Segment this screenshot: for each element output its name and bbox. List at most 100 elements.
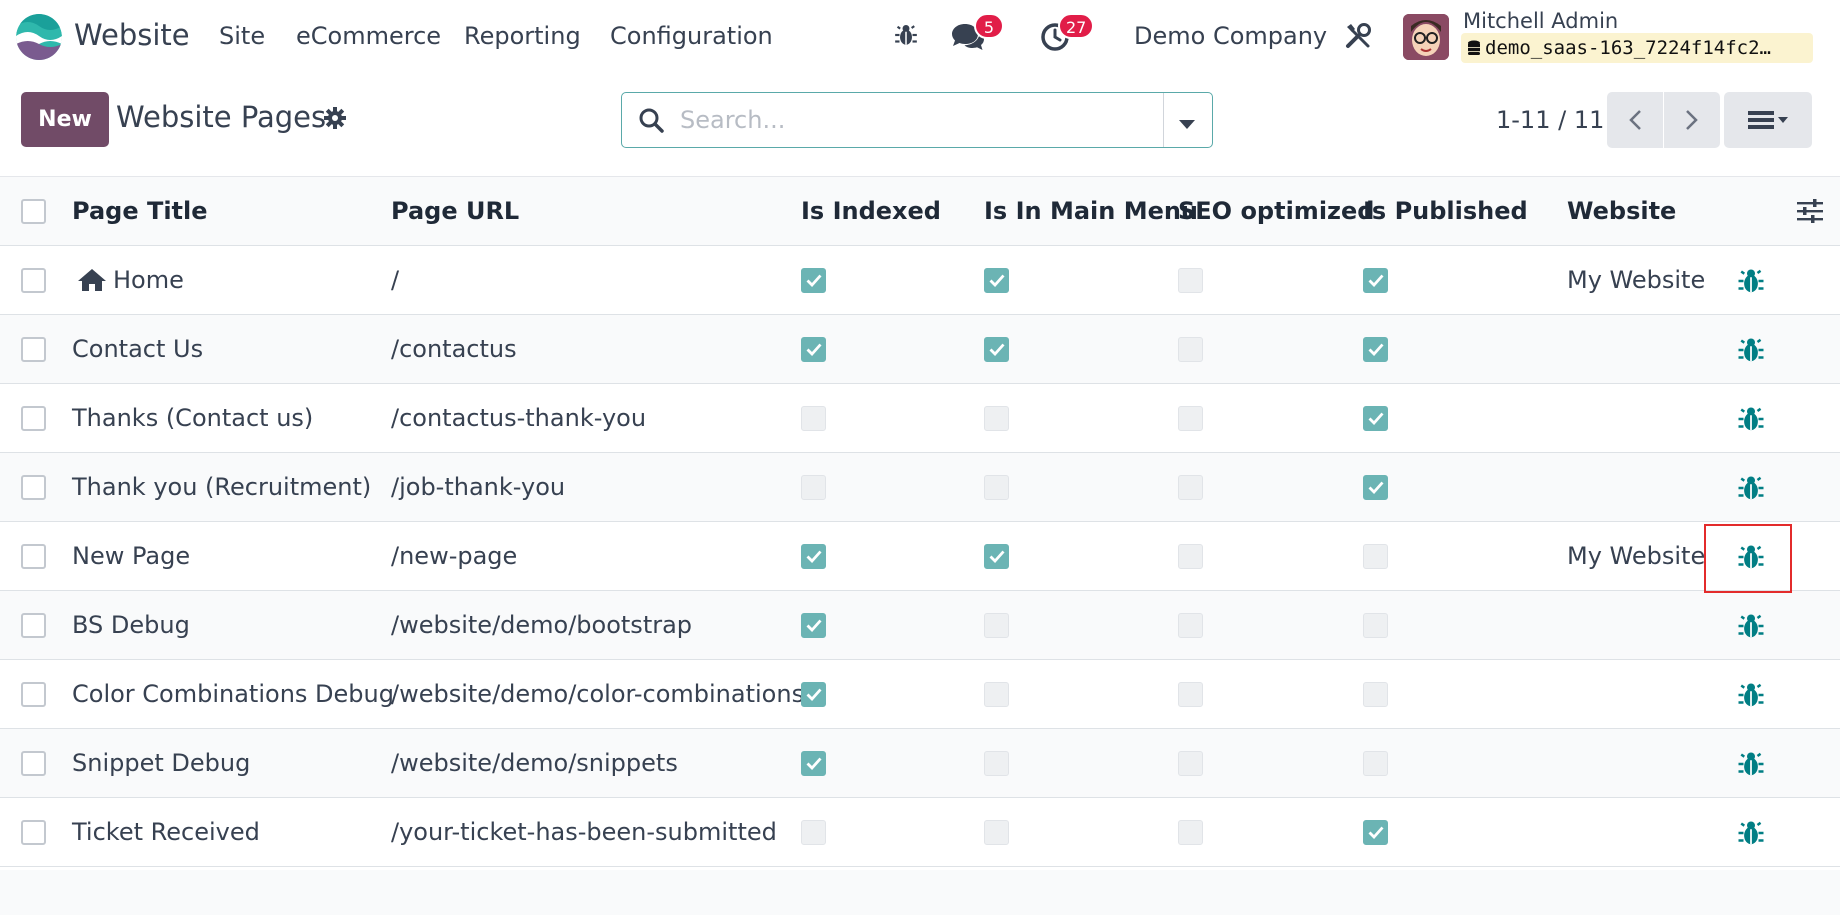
website-cell[interactable]: My Website <box>1567 266 1706 294</box>
row-checkbox[interactable] <box>21 612 46 638</box>
search-bar <box>621 92 1213 148</box>
row-checkbox[interactable] <box>21 267 46 293</box>
page-title-cell[interactable]: Thanks (Contact us) <box>72 404 314 432</box>
page-title-cell[interactable]: Ticket Received <box>72 818 260 846</box>
main-menu-cell <box>984 246 1009 314</box>
user-avatar[interactable] <box>1403 14 1449 60</box>
page-title-cell[interactable]: Contact Us <box>72 335 204 363</box>
page-url-cell[interactable]: /website/demo/snippets <box>391 749 678 777</box>
row-checkbox[interactable] <box>21 819 46 845</box>
table-row[interactable]: Thanks (Contact us) /contactus-thank-you <box>0 384 1840 453</box>
page-url-cell[interactable]: /website/demo/color-combinations <box>391 680 805 708</box>
col-seo-optimized[interactable]: SEO optimized <box>1178 197 1375 225</box>
table-row[interactable]: Color Combinations Debug/website/demo/co… <box>0 660 1840 729</box>
page-url-cell[interactable]: /contactus <box>391 335 517 363</box>
page-title-cell[interactable]: Snippet Debug <box>72 749 251 777</box>
row-checkbox[interactable] <box>21 681 46 707</box>
debug-bug-icon[interactable] <box>1736 611 1766 641</box>
seo-optimized-checkbox <box>1178 612 1203 638</box>
debug-bug-icon[interactable] <box>1736 749 1766 779</box>
published-cell <box>1363 798 1388 866</box>
debug-bug-icon[interactable] <box>1736 404 1766 434</box>
debug-bug-icon[interactable] <box>1736 266 1766 296</box>
database-label: demo_saas-163_7224f14fc2… <box>1485 37 1771 59</box>
pager-value[interactable]: 1-11 / 11 <box>1496 106 1605 134</box>
user-name[interactable]: Mitchell Admin <box>1463 9 1619 33</box>
table-row[interactable]: Snippet Debug/website/demo/snippets <box>0 729 1840 798</box>
is-indexed-cell <box>801 384 826 452</box>
published-checkbox <box>1363 474 1388 500</box>
row-checkbox[interactable] <box>21 336 46 362</box>
seo-optimized-cell <box>1178 798 1203 866</box>
tools-wrench-icon[interactable] <box>1344 22 1372 54</box>
debug-bug-icon[interactable] <box>1736 542 1766 572</box>
row-checkbox[interactable] <box>21 405 46 431</box>
optional-columns-sliders-icon[interactable] <box>1796 177 1824 245</box>
table-row[interactable]: BS Debug/website/demo/bootstrap <box>0 591 1840 660</box>
page-title-cell[interactable]: Color Combinations Debug <box>72 680 394 708</box>
debug-bug-icon[interactable] <box>1736 680 1766 710</box>
main-menu-checkbox <box>984 681 1009 707</box>
seo-optimized-checkbox <box>1178 819 1203 845</box>
website-cell[interactable]: My Website <box>1567 542 1706 570</box>
search-icon <box>638 107 664 137</box>
menu-site[interactable]: Site <box>219 22 266 50</box>
page-url-cell[interactable]: / <box>391 266 400 294</box>
search-options-caret-icon[interactable] <box>1178 115 1196 134</box>
page-title-cell[interactable]: BS Debug <box>72 611 190 639</box>
col-website[interactable]: Website <box>1567 197 1677 225</box>
website-app-logo-icon[interactable] <box>16 14 62 60</box>
col-is-indexed[interactable]: Is Indexed <box>801 197 941 225</box>
table-row[interactable]: Ticket Received/your-ticket-has-been-sub… <box>0 798 1840 867</box>
main-menu-checkbox <box>984 612 1009 638</box>
search-input[interactable] <box>680 93 1180 147</box>
gear-icon[interactable] <box>323 106 347 134</box>
debug-bug-icon[interactable] <box>1736 818 1766 848</box>
pager-previous-button[interactable] <box>1607 92 1663 148</box>
page-url-cell[interactable]: /your-ticket-has-been-submitted <box>391 818 777 846</box>
table-header: Page Title Page URL Is Indexed Is In Mai… <box>0 176 1840 246</box>
published-cell <box>1363 453 1388 521</box>
database-name: demo_saas-163_7224f14fc2… <box>1461 33 1813 63</box>
main-menu-cell <box>984 729 1009 797</box>
new-button[interactable]: New <box>21 92 109 147</box>
menu-reporting[interactable]: Reporting <box>464 22 581 50</box>
table-row[interactable]: New Page/new-page My Website <box>0 522 1840 591</box>
col-page-title[interactable]: Page Title <box>72 197 208 225</box>
app-name[interactable]: Website <box>74 18 190 52</box>
company-switcher[interactable]: Demo Company <box>1134 22 1328 50</box>
pager-next-button[interactable] <box>1664 92 1720 148</box>
menu-configuration[interactable]: Configuration <box>610 22 773 50</box>
col-is-in-main-menu[interactable]: Is In Main Menu <box>984 197 1199 225</box>
seo-optimized-checkbox <box>1178 336 1203 362</box>
activities-count-badge: 27 <box>1058 13 1095 39</box>
menu-ecommerce[interactable]: eCommerce <box>296 22 442 50</box>
list-view-icon <box>1748 111 1788 129</box>
page-title-cell[interactable]: Thank you (Recruitment) <box>72 473 372 501</box>
col-page-url[interactable]: Page URL <box>391 197 520 225</box>
is-indexed-checkbox <box>801 543 826 569</box>
page-url-cell[interactable]: /contactus-thank-you <box>391 404 647 432</box>
top-navbar: Website Site eCommerce Reporting Configu… <box>0 0 1840 74</box>
table-row[interactable]: Home / My Website <box>0 246 1840 315</box>
row-checkbox[interactable] <box>21 543 46 569</box>
table-row[interactable]: Contact Us/contactus <box>0 315 1840 384</box>
page-url-cell[interactable]: /new-page <box>391 542 518 570</box>
row-checkbox[interactable] <box>21 474 46 500</box>
select-all-checkbox[interactable] <box>21 198 46 224</box>
debug-bug-icon[interactable] <box>1736 335 1766 365</box>
debug-bug-icon[interactable] <box>893 22 919 52</box>
is-indexed-checkbox <box>801 336 826 362</box>
main-menu-checkbox <box>984 336 1009 362</box>
page-url-cell[interactable]: /website/demo/bootstrap <box>391 611 693 639</box>
page-title-cell[interactable]: New Page <box>72 542 191 570</box>
page-url-cell[interactable]: /job-thank-you <box>391 473 566 501</box>
debug-bug-icon[interactable] <box>1736 473 1766 503</box>
list-view-switcher-button[interactable] <box>1724 92 1812 148</box>
table-row[interactable]: Thank you (Recruitment) /job-thank-you <box>0 453 1840 522</box>
seo-optimized-checkbox <box>1178 405 1203 431</box>
row-select-cell <box>21 660 46 728</box>
page-title-cell[interactable]: Home <box>113 266 184 294</box>
row-checkbox[interactable] <box>21 750 46 776</box>
col-is-published[interactable]: Is Published <box>1363 197 1528 225</box>
